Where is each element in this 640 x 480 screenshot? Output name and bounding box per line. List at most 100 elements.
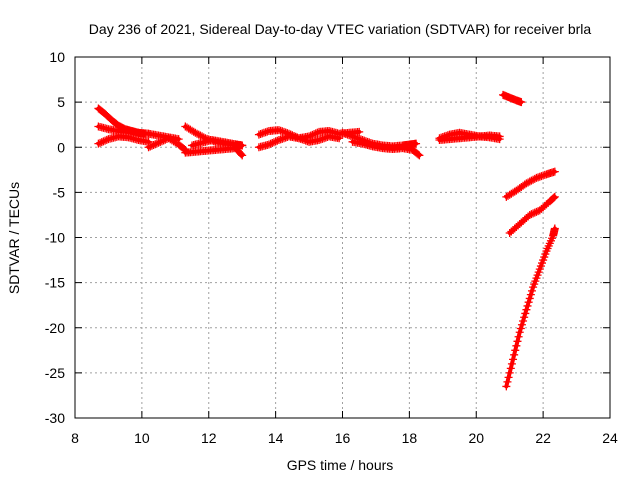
data-point — [550, 167, 559, 176]
x-tick-label: 8 — [71, 430, 79, 446]
data-point — [269, 138, 278, 147]
data-point — [191, 128, 200, 137]
data-point — [549, 193, 558, 202]
series-arc-q — [505, 192, 559, 237]
data-point — [194, 130, 203, 139]
y-tick-label: -30 — [45, 410, 65, 426]
data-point — [196, 131, 205, 140]
data-point — [96, 138, 105, 147]
data-point — [523, 301, 532, 310]
data-point — [102, 135, 111, 144]
data-point — [264, 140, 273, 149]
series-arc-e — [144, 129, 183, 144]
data-point — [524, 178, 533, 187]
x-tick-label: 14 — [268, 430, 284, 446]
y-tick-labels: -30 -25 -20 -15 -10 -5 0 5 10 — [45, 49, 65, 426]
data-point — [529, 175, 538, 184]
series-arc-r — [502, 224, 559, 391]
chart-title: Day 236 of 2021, Sidereal Day-to-day VTE… — [89, 21, 592, 37]
y-tick-label: -25 — [45, 365, 65, 381]
data-point — [517, 98, 526, 107]
data-point — [94, 139, 103, 148]
y-tick-label: -10 — [45, 230, 65, 246]
data-point — [520, 313, 529, 322]
data-point — [526, 290, 535, 299]
data-point — [525, 210, 534, 219]
data-point — [504, 373, 513, 382]
x-tick-label: 16 — [335, 430, 351, 446]
data-point — [146, 142, 155, 151]
data-points — [94, 90, 559, 391]
data-point — [495, 132, 504, 141]
data-point — [509, 355, 518, 364]
data-point — [513, 337, 522, 346]
data-point — [519, 316, 528, 325]
series-arc-l — [348, 137, 424, 160]
series-arc-o — [499, 90, 526, 107]
data-point — [530, 174, 539, 183]
y-axis-label: SDTVAR / TECUs — [6, 182, 22, 294]
data-point — [525, 294, 534, 303]
data-point — [149, 140, 158, 149]
data-point — [549, 194, 558, 203]
data-point — [517, 320, 526, 329]
data-point — [525, 177, 534, 186]
data-point — [511, 346, 520, 355]
data-point — [193, 129, 202, 138]
data-point — [355, 127, 364, 136]
x-tick-labels: 8 10 12 14 16 18 20 22 24 — [71, 430, 618, 446]
data-point — [415, 151, 424, 160]
data-point — [273, 136, 282, 145]
data-point — [414, 150, 423, 159]
grid — [75, 57, 610, 418]
data-point — [550, 192, 559, 201]
data-point — [268, 139, 277, 148]
y-tick-label: -20 — [45, 320, 65, 336]
data-point — [238, 151, 247, 160]
data-point — [550, 224, 559, 233]
data-point — [152, 139, 161, 148]
ticks — [74, 56, 611, 419]
data-point — [144, 143, 153, 152]
data-point — [311, 129, 320, 138]
data-point — [530, 208, 539, 217]
data-point — [516, 324, 525, 333]
data-point — [521, 309, 530, 318]
data-point — [99, 137, 108, 146]
data-point — [505, 368, 514, 377]
data-point — [506, 364, 515, 373]
series-arc-g — [181, 144, 247, 160]
x-tick-label: 18 — [402, 430, 418, 446]
data-point — [527, 286, 536, 295]
data-point — [147, 141, 156, 150]
data-point — [97, 138, 106, 147]
data-point — [238, 141, 247, 150]
x-tick-label: 12 — [201, 430, 217, 446]
series-arc-p — [502, 167, 559, 201]
data-point — [101, 136, 110, 145]
x-tick-label: 10 — [134, 430, 150, 446]
data-point — [237, 150, 246, 159]
data-point — [154, 138, 163, 147]
x-tick-label: 24 — [602, 430, 618, 446]
y-tick-label: 5 — [57, 94, 65, 110]
data-point — [532, 207, 541, 216]
data-point — [527, 176, 536, 185]
data-point — [151, 140, 160, 149]
data-point — [524, 298, 533, 307]
series-arc-h — [188, 136, 247, 150]
data-point — [529, 209, 538, 218]
x-tick-label: 20 — [468, 430, 484, 446]
series-arc-j — [254, 132, 344, 152]
data-point — [527, 210, 536, 219]
data-point — [310, 130, 319, 139]
data-point — [502, 382, 511, 391]
data-point — [271, 137, 280, 146]
data-point — [174, 135, 183, 144]
data-point — [522, 179, 531, 188]
x-axis-label: GPS time / hours — [287, 457, 394, 473]
series-arc-c — [94, 132, 153, 148]
data-point — [335, 134, 344, 143]
data-point — [313, 128, 322, 137]
